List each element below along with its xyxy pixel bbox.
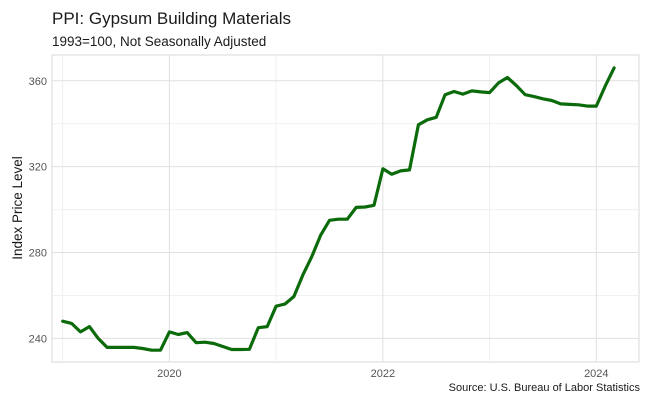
chart-subtitle: 1993=100, Not Seasonally Adjusted xyxy=(52,34,267,49)
x-tick-label: 2022 xyxy=(371,368,395,380)
y-axis-ticks: 240 280 320 360 xyxy=(29,76,47,346)
source-caption: Source: U.S. Bureau of Labor Statistics xyxy=(448,382,640,394)
y-tick-label: 360 xyxy=(29,76,47,88)
data-points xyxy=(62,67,615,351)
chart-title: PPI: Gypsum Building Materials xyxy=(52,9,292,28)
plot-panel xyxy=(51,54,640,363)
y-tick-label: 240 xyxy=(29,333,47,345)
x-tick-label: 2024 xyxy=(584,368,608,380)
x-tick-label: 2020 xyxy=(157,368,181,380)
gridlines xyxy=(52,55,639,362)
y-axis-label: Index Price Level xyxy=(10,156,25,260)
y-tick-label: 320 xyxy=(29,162,47,174)
y-tick-label: 280 xyxy=(29,248,47,260)
x-axis-ticks: 2020 2022 2024 xyxy=(157,368,608,380)
